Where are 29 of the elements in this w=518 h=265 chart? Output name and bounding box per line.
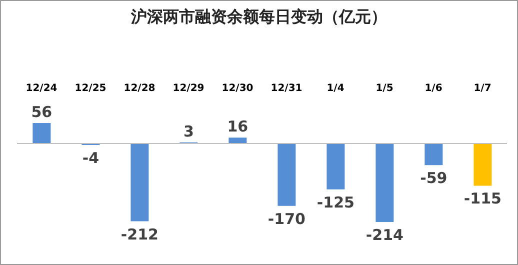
data-label: -170 [268, 210, 306, 228]
data-label: -214 [366, 226, 404, 244]
x-tick-label: 12/24 [26, 83, 58, 94]
bar [278, 144, 296, 206]
bar [130, 144, 149, 222]
x-tick-label: 12/30 [222, 83, 254, 94]
bar [326, 144, 345, 190]
data-label: 3 [183, 122, 194, 140]
data-label: 16 [227, 118, 248, 136]
x-tick-label: 12/28 [124, 83, 156, 94]
chart-title: 沪深两市融资余额每日变动（亿元） [130, 7, 388, 28]
bar [228, 138, 247, 144]
x-tick-label: 1/4 [326, 83, 344, 94]
data-label: 56 [31, 103, 52, 121]
bar [474, 144, 492, 186]
x-tick-label: 12/31 [270, 83, 302, 94]
bar [376, 144, 394, 222]
data-label: -4 [82, 149, 100, 167]
data-label: -212 [120, 225, 158, 244]
bar [424, 144, 443, 166]
x-tick-label: 1/6 [424, 83, 442, 94]
x-tick-label: 12/25 [74, 83, 106, 94]
x-tick-label: 12/29 [172, 83, 204, 94]
data-label: -59 [420, 169, 448, 188]
x-tick-label: 1/5 [376, 83, 394, 94]
x-tick-label: 1/7 [474, 83, 492, 94]
bar [32, 123, 51, 144]
data-label: -125 [316, 193, 354, 212]
data-label: -115 [464, 190, 502, 208]
